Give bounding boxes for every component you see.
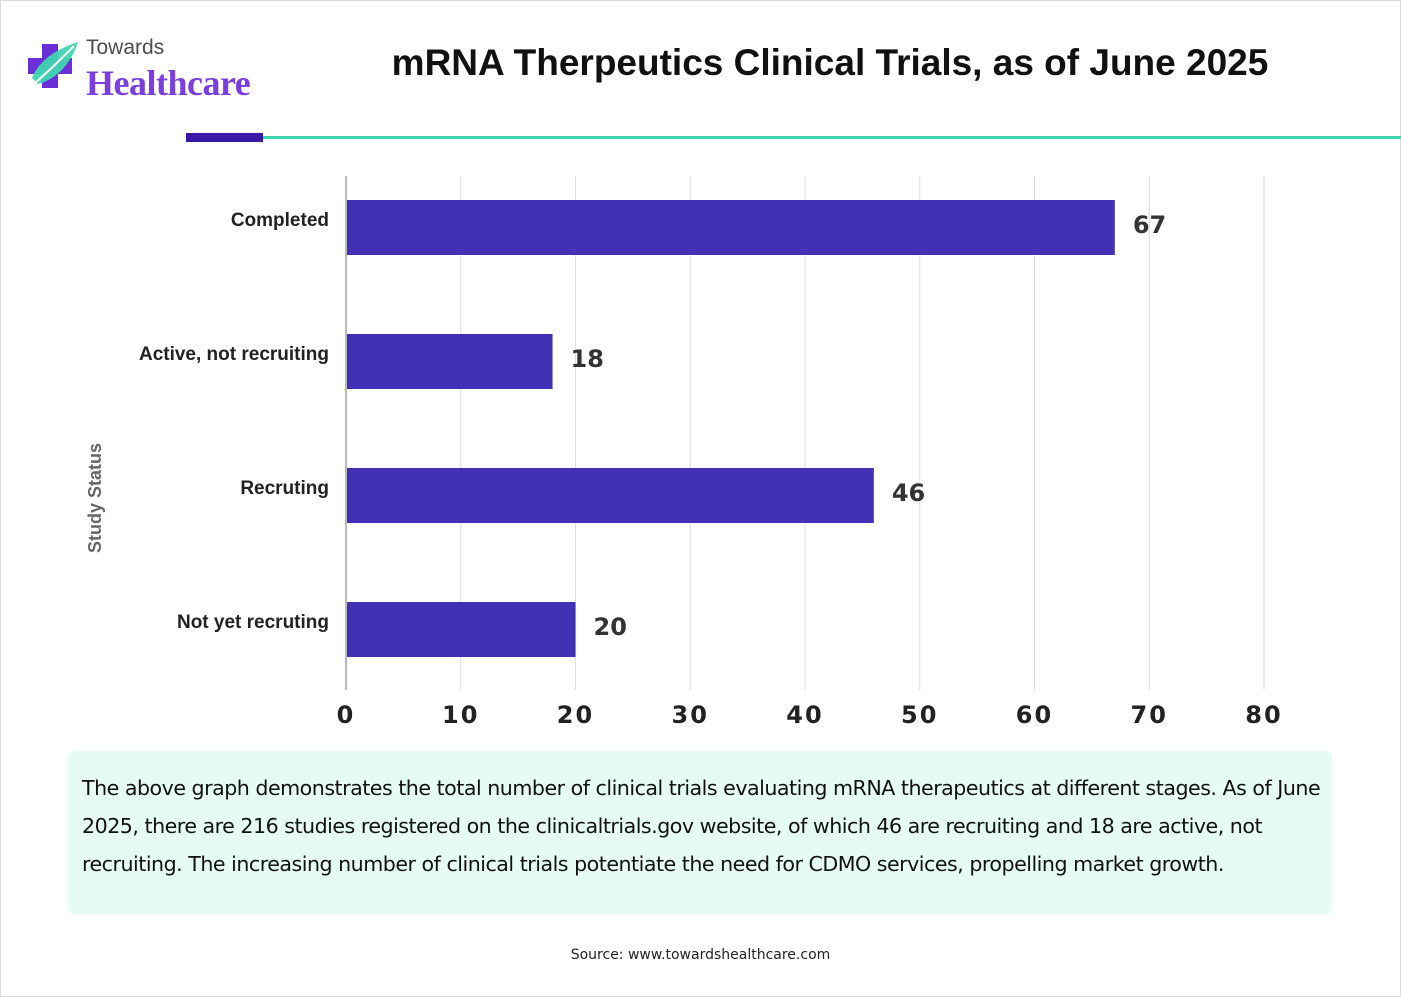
x-tick-label-40: 40 bbox=[786, 701, 823, 729]
value-label-active-not-recruiting: 18 bbox=[571, 345, 604, 373]
bar-recruting bbox=[347, 468, 874, 523]
bar-not-yet-recruting bbox=[347, 602, 576, 657]
value-label-recruting: 46 bbox=[892, 479, 925, 507]
bar-chart: Completed 67 Active, not recruiting 18 Recru… bbox=[85, 176, 1282, 729]
x-tick-label-70: 70 bbox=[1131, 701, 1168, 729]
y-axis-title: Study Status bbox=[85, 443, 105, 553]
title-underline bbox=[263, 136, 1401, 139]
x-tick-label-20: 20 bbox=[557, 701, 594, 729]
x-tick-label-30: 30 bbox=[672, 701, 709, 729]
description-box: The above graph demonstrates the total n… bbox=[68, 751, 1332, 914]
page-title: mRNA Therpeutics Clinical Trials, as of … bbox=[391, 42, 1269, 83]
x-tick-label-0: 0 bbox=[337, 701, 356, 729]
description-text: The above graph demonstrates the total n… bbox=[82, 776, 1321, 876]
x-tick-label-10: 10 bbox=[442, 701, 479, 729]
category-label-recruting: Recruting bbox=[240, 478, 329, 499]
value-label-completed: 67 bbox=[1133, 211, 1166, 239]
bar-completed bbox=[347, 200, 1115, 255]
value-label-not-yet-recruting: 20 bbox=[594, 613, 627, 641]
cross-leaf-logo-icon bbox=[28, 42, 78, 88]
source-credit: Source: www.towardshealthcare.com bbox=[570, 947, 831, 963]
x-tick-label-80: 80 bbox=[1245, 701, 1282, 729]
x-tick-label-60: 60 bbox=[1016, 701, 1053, 729]
title-underline-accent bbox=[186, 133, 263, 142]
brand-name-line1: Towards bbox=[86, 36, 165, 59]
x-tick-label-50: 50 bbox=[901, 701, 938, 729]
bar-active-not-recruiting bbox=[347, 334, 553, 389]
category-label-active-not-recruiting: Active, not recruiting bbox=[139, 344, 329, 365]
brand-name-line2: Healthcare bbox=[86, 63, 251, 103]
brand-logo: Towards Healthcare bbox=[26, 34, 266, 104]
category-label-completed: Completed bbox=[231, 210, 329, 231]
category-label-not-yet-recruting: Not yet recruting bbox=[177, 612, 329, 633]
